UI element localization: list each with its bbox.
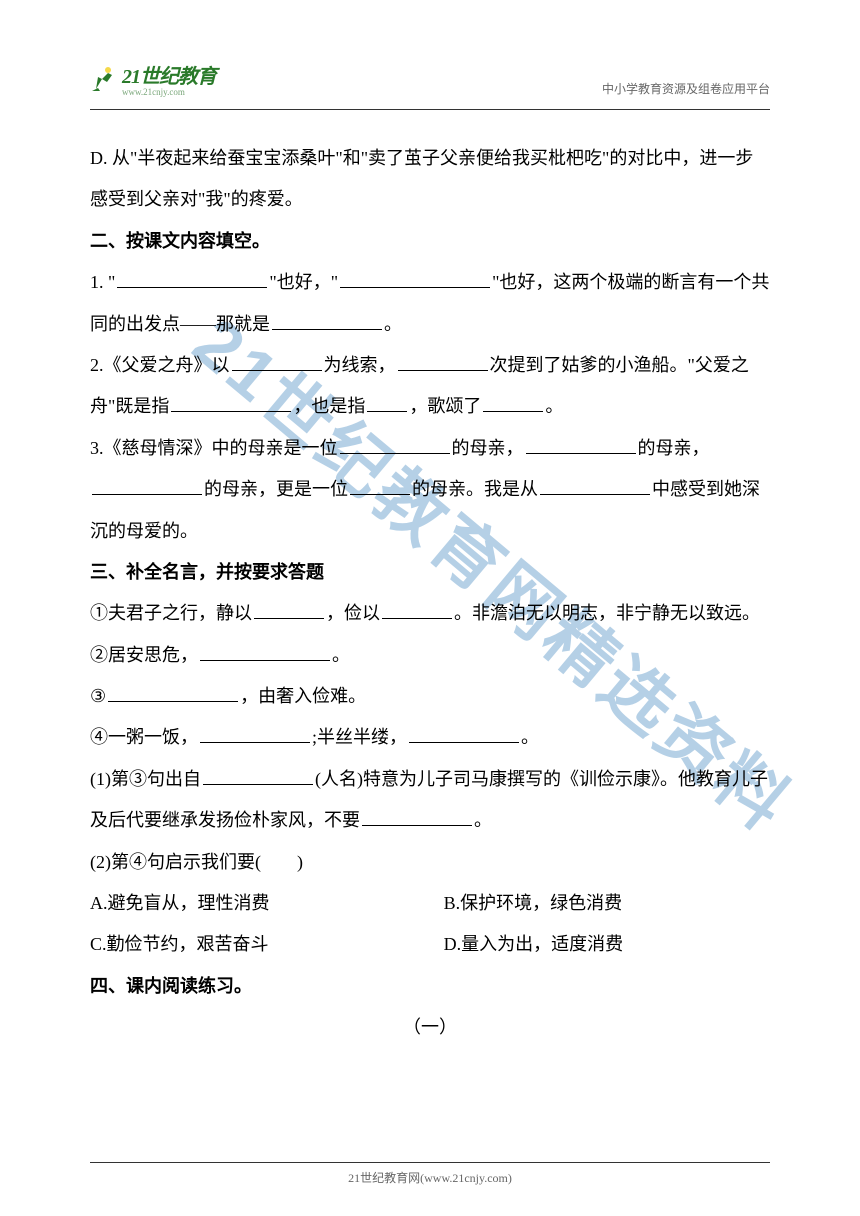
blank[interactable] (409, 725, 519, 743)
q3-4: ④一粥一饭， ;半丝半缕， 。 (90, 717, 770, 758)
option-c[interactable]: C.勤俭节约，艰苦奋斗 (90, 924, 444, 965)
header-rule (90, 109, 770, 110)
blank[interactable] (340, 436, 450, 454)
footer: 21世纪教育网(www.21cnjy.com) (0, 1162, 860, 1186)
text: ③ (90, 686, 106, 706)
text: "也好，" (269, 272, 338, 292)
footer-text: 21世纪教育网(www.21cnjy.com) (0, 1169, 860, 1186)
subsection-1: （一） (90, 1007, 770, 1048)
text: 2.《父爱之舟》以 (90, 355, 230, 375)
text: 3.《慈母情深》中的母亲是一位 (90, 438, 338, 458)
option-row-1: A.避免盲从，理性消费 B.保护环境，绿色消费 (90, 883, 770, 924)
content: D. 从"半夜起来给蚕宝宝添桑叶"和"卖了茧子父亲便给我买枇杷吃"的对比中，进一… (90, 138, 770, 1049)
section-3-title: 三、补全名言，并按要求答题 (90, 552, 770, 593)
logo-text: 21世纪教育 (122, 60, 216, 89)
text: 。 (384, 314, 402, 334)
text: 的母亲，更是一位 (204, 479, 348, 499)
text: (1)第③句出自 (90, 769, 201, 789)
header: 21世纪教育 www.21cnjy.com 中小学教育资源及组卷应用平台 (90, 60, 770, 97)
option-d: D. 从"半夜起来给蚕宝宝添桑叶"和"卖了茧子父亲便给我买枇杷吃"的对比中，进一… (90, 138, 770, 221)
blank[interactable] (340, 270, 490, 288)
text: ;半丝半缕， (312, 727, 407, 747)
blank[interactable] (200, 643, 330, 661)
q2-3: 3.《慈母情深》中的母亲是一位的母亲，的母亲，的母亲，更是一位的母亲。我是从中感… (90, 428, 770, 552)
blank[interactable] (232, 353, 322, 371)
blank[interactable] (203, 767, 313, 785)
text: ②居安思危， (90, 645, 198, 665)
q3-1: ①夫君子之行，静以 ，俭以 。非澹泊无以明志，非宁静无以致远。 (90, 593, 770, 634)
section-4-title: 四、课内阅读练习。 (90, 966, 770, 1007)
option-d[interactable]: D.量入为出，适度消费 (444, 924, 770, 965)
text: ，也是指 (293, 396, 365, 416)
blank[interactable] (382, 601, 452, 619)
footer-rule (90, 1162, 770, 1163)
page: 21世纪教育 www.21cnjy.com 中小学教育资源及组卷应用平台 D. … (0, 0, 860, 1089)
q3-3: ③ ，由奢入俭难。 (90, 676, 770, 717)
text: 。非澹泊无以明志，非宁静无以致远。 (454, 603, 760, 623)
q2-1: 1. ""也好，""也好，这两个极端的断言有一个共同的出发点——那就是。 (90, 262, 770, 345)
q2-2: 2.《父爱之舟》以为线索，次提到了姑爹的小渔船。"父爱之舟"既是指，也是指，歌颂… (90, 345, 770, 428)
text: ，歌颂了 (409, 396, 481, 416)
blank[interactable] (362, 808, 472, 826)
q3-2: ②居安思危， 。 (90, 635, 770, 676)
text: ④一粥一饭， (90, 727, 198, 747)
blank[interactable] (200, 725, 310, 743)
blank[interactable] (540, 477, 650, 495)
blank[interactable] (367, 394, 407, 412)
text: 。 (545, 396, 563, 416)
text: 为线索， (324, 355, 396, 375)
runner-icon (90, 65, 118, 93)
text: 的母亲。我是从 (412, 479, 538, 499)
blank[interactable] (108, 684, 238, 702)
blank[interactable] (117, 270, 267, 288)
q3-sub1: (1)第③句出自(人名)特意为儿子司马康撰写的《训俭示康》。他教育儿子及后代要继… (90, 759, 770, 842)
text: 的母亲， (638, 438, 710, 458)
text: 。 (332, 645, 350, 665)
blank[interactable] (526, 436, 636, 454)
q3-sub2: (2)第④句启示我们要( ) (90, 842, 770, 883)
text: 。 (521, 727, 539, 747)
text: 。 (474, 810, 492, 830)
blank[interactable] (483, 394, 543, 412)
blank[interactable] (272, 312, 382, 330)
section-2-title: 二、按课文内容填空。 (90, 221, 770, 262)
blank[interactable] (92, 477, 202, 495)
text: ，俭以 (326, 603, 380, 623)
blank[interactable] (254, 601, 324, 619)
logo: 21世纪教育 www.21cnjy.com (90, 60, 216, 97)
text: 1. " (90, 272, 115, 292)
header-right-text: 中小学教育资源及组卷应用平台 (602, 80, 770, 97)
text: ①夫君子之行，静以 (90, 603, 252, 623)
blank[interactable] (398, 353, 488, 371)
logo-url: www.21cnjy.com (122, 87, 216, 97)
blank[interactable] (171, 394, 291, 412)
text: ，由奢入俭难。 (240, 686, 366, 706)
text: 的母亲， (452, 438, 524, 458)
blank[interactable] (350, 477, 410, 495)
option-b[interactable]: B.保护环境，绿色消费 (444, 883, 770, 924)
option-row-2: C.勤俭节约，艰苦奋斗 D.量入为出，适度消费 (90, 924, 770, 965)
option-a[interactable]: A.避免盲从，理性消费 (90, 883, 444, 924)
